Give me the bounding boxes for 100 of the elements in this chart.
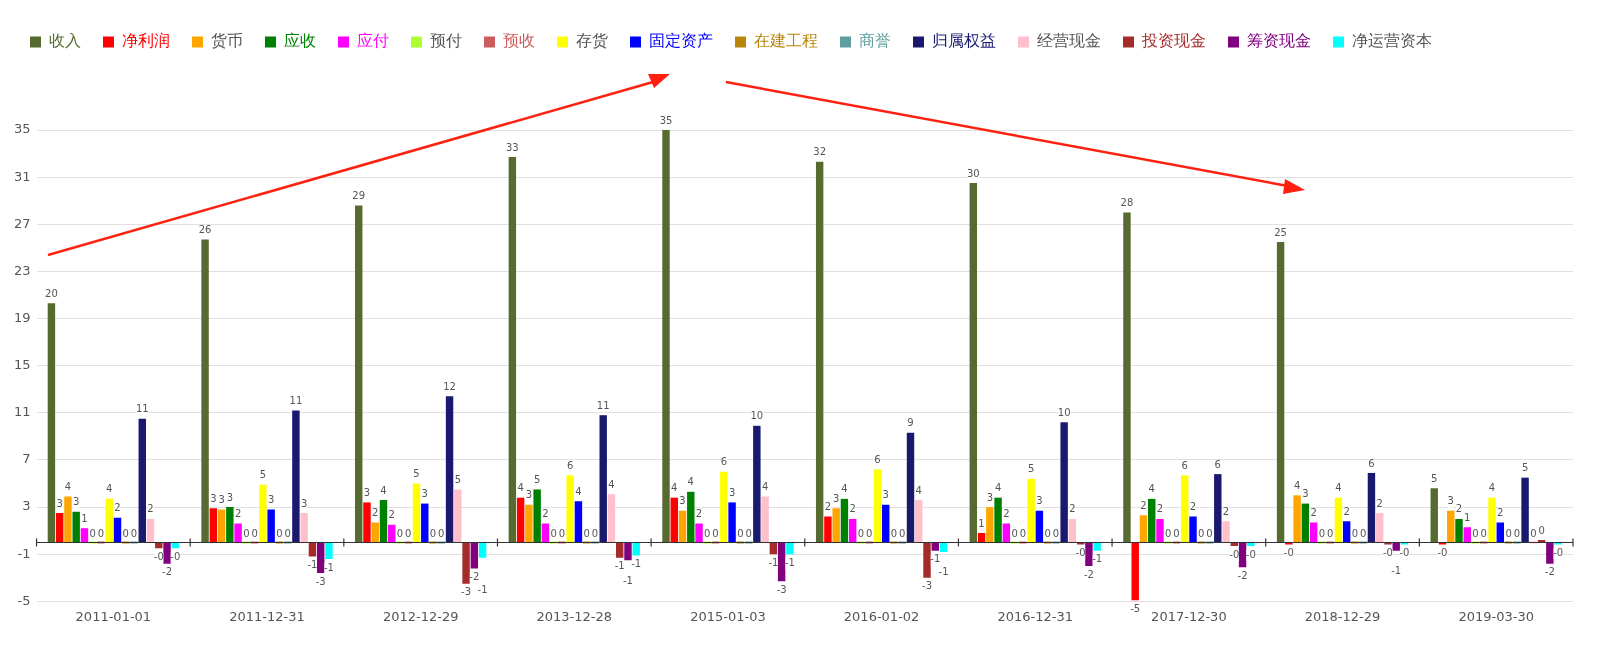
data-label: 0 [122,528,129,540]
data-label: 2 [1069,503,1076,515]
data-label: 0 [1513,528,1521,540]
data-label: 32 [813,146,827,158]
data-label: -3 [922,580,933,592]
data-label: 29 [352,190,366,202]
data-label: -1 [784,556,795,568]
y-tick-label: 7 [22,451,31,467]
data-label: 26 [198,224,212,236]
data-label: 0 [1480,528,1487,540]
legend-label: 收入 [49,31,81,51]
legend-label: 在建工程 [754,31,818,51]
data-label: 0 [745,528,752,540]
data-label: 2 [1222,505,1230,517]
data-label: 4 [841,483,848,495]
data-label: 2 [542,508,549,520]
data-label: -0 [1399,547,1410,559]
data-label: -0 [1283,547,1294,559]
y-tick-label: 23 [14,262,31,278]
data-label: 2 [1310,507,1317,519]
data-label: 0 [591,528,599,540]
data-label: -3 [461,586,472,598]
data-label: 6 [720,456,728,468]
data-label: 0 [1044,528,1051,540]
legend-label: 筹资现金 [1247,31,1311,51]
data-label: 2 [1156,503,1164,515]
data-label: 2 [1189,501,1197,513]
data-label: 6 [566,459,574,471]
y-tick-label: 31 [14,168,31,184]
data-label: 0 [243,528,250,540]
data-label: 0 [1472,528,1479,540]
data-label: 4 [671,482,678,494]
legend-label: 净运营资本 [1352,31,1432,51]
data-label: 0 [1165,528,1172,540]
data-label: 0 [276,528,283,540]
data-label: 10 [1057,406,1071,418]
data-label: 9 [907,417,914,429]
data-label: 3 [226,491,234,503]
data-label: 0 [1052,528,1060,540]
data-label: 2 [234,508,242,520]
data-label: 5 [454,474,462,486]
legend-label: 归属权益 [932,31,996,51]
data-label: 0 [97,528,105,540]
data-label: 0 [130,528,138,540]
legend-label: 预付 [430,31,462,51]
data-label: 3 [218,494,225,506]
legend-label: 预收 [503,31,535,51]
data-label: 0 [405,528,412,540]
x-tick-label: 2016-01-02 [843,608,920,624]
x-tick-label: 2011-12-31 [229,608,305,624]
data-label: 20 [45,287,58,299]
data-label: 2 [1343,505,1350,517]
x-tick-label: 2016-12-31 [997,608,1074,624]
data-label: 28 [1120,197,1134,209]
y-tick-label: 19 [14,309,31,325]
data-label: 0 [558,528,566,540]
data-label: 0 [550,528,557,540]
x-tick-label: 2013-12-28 [536,608,613,624]
data-label: 3 [1036,495,1043,507]
data-label: 3 [986,491,994,503]
data-label: -1 [323,561,334,573]
data-label: -1 [477,584,488,596]
data-label: -1 [307,559,318,571]
data-label: 12 [443,380,456,392]
data-label: 4 [106,483,113,495]
data-label: 2 [1140,499,1147,511]
data-label: -3 [315,575,326,587]
data-label: 3 [363,487,371,498]
data-label: -2 [162,566,173,578]
data-label: -5 [1130,602,1141,614]
data-label: 2 [1003,508,1010,520]
data-label: 4 [380,484,387,496]
x-tick-label: 2019-03-30 [1458,608,1534,624]
data-label: 5 [533,474,541,486]
data-label: 6 [874,454,881,465]
data-label: -2 [1083,568,1094,580]
data-label: 4 [1488,482,1496,494]
data-label: 35 [659,114,673,126]
data-label: 0 [438,528,445,540]
data-label: 11 [289,395,303,407]
data-label: 3 [300,497,308,509]
data-label: 11 [135,403,149,415]
data-label: 2 [1376,497,1383,509]
data-label: 3 [882,489,889,501]
data-label: 10 [750,410,764,422]
legend-label: 应付 [357,31,389,51]
data-label: -3 [776,583,787,595]
data-label: 0 [866,528,873,540]
data-label: 0 [583,528,590,540]
data-label: 3 [73,496,80,508]
data-label: 0 [1011,528,1018,540]
data-label: 0 [251,528,258,540]
data-label: 4 [608,478,615,490]
y-tick-label: -1 [17,545,31,561]
data-label: 1 [1464,511,1471,523]
y-tick-label: 27 [14,215,31,231]
data-label: 4 [517,482,524,494]
legend-label: 固定资产 [649,31,713,51]
data-label: 0 [899,528,906,540]
data-label: -0 [1229,548,1240,560]
